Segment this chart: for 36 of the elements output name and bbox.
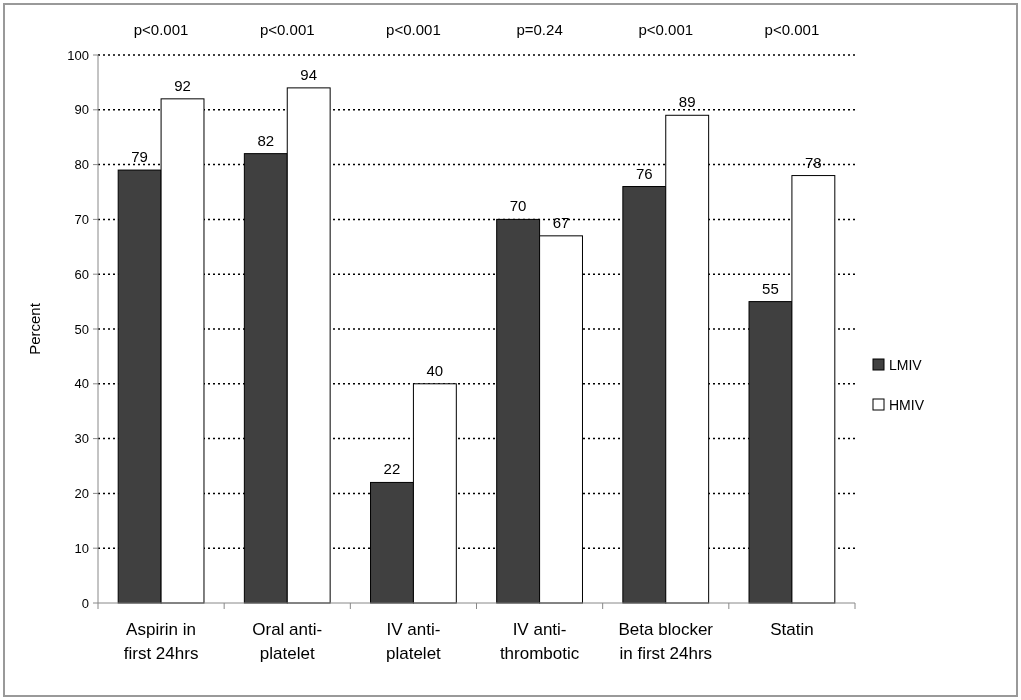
text: p<0.001 — [638, 21, 694, 38]
x-tick-label: Aspirin in first 24hrs — [123, 620, 199, 663]
text: p<0.001 — [133, 21, 189, 38]
x-tick-label: Oral anti- platelet — [252, 620, 323, 663]
x-tick-label: Statin — [770, 620, 814, 639]
text: p<0.001 — [386, 21, 441, 38]
y-tick-label: 40 — [74, 376, 89, 392]
text: p<0.001 — [259, 21, 315, 38]
y-tick-label: 20 — [74, 485, 89, 501]
x-tick-label: IV anti- thrombotic — [499, 620, 580, 663]
legend-label: LMIV — [889, 356, 923, 373]
y-tick-label: 60 — [74, 266, 89, 282]
y-tick-label: 50 — [74, 321, 89, 337]
y-tick-label: 80 — [74, 157, 89, 173]
x-tick-label: IV anti- platelet — [386, 620, 442, 663]
y-tick-label: 0 — [81, 595, 89, 611]
y-tick-label: 30 — [74, 431, 89, 447]
data-label: 89 — [678, 93, 696, 111]
y-tick-label: 10 — [74, 540, 89, 556]
data-label: 94 — [300, 65, 318, 83]
y-tick-label: 100 — [67, 47, 89, 63]
data-label: 79 — [131, 148, 148, 166]
x-tick-label: Beta blocker in first 24hrs — [618, 620, 714, 663]
data-label: 40 — [426, 361, 444, 379]
y-tick-label: 70 — [74, 211, 89, 227]
y-tick-label: 90 — [74, 102, 89, 118]
text: p=0.24 — [516, 21, 563, 38]
data-label: 70 — [509, 197, 527, 215]
data-label: 92 — [174, 76, 191, 94]
y-axis-title: Percent — [26, 302, 43, 355]
data-label: 76 — [635, 164, 653, 182]
data-label: 82 — [257, 131, 275, 149]
data-label: 22 — [383, 460, 401, 478]
data-label: 55 — [762, 279, 779, 297]
text: p<0.001 — [764, 21, 820, 38]
legend-label: HMIV — [889, 396, 925, 413]
